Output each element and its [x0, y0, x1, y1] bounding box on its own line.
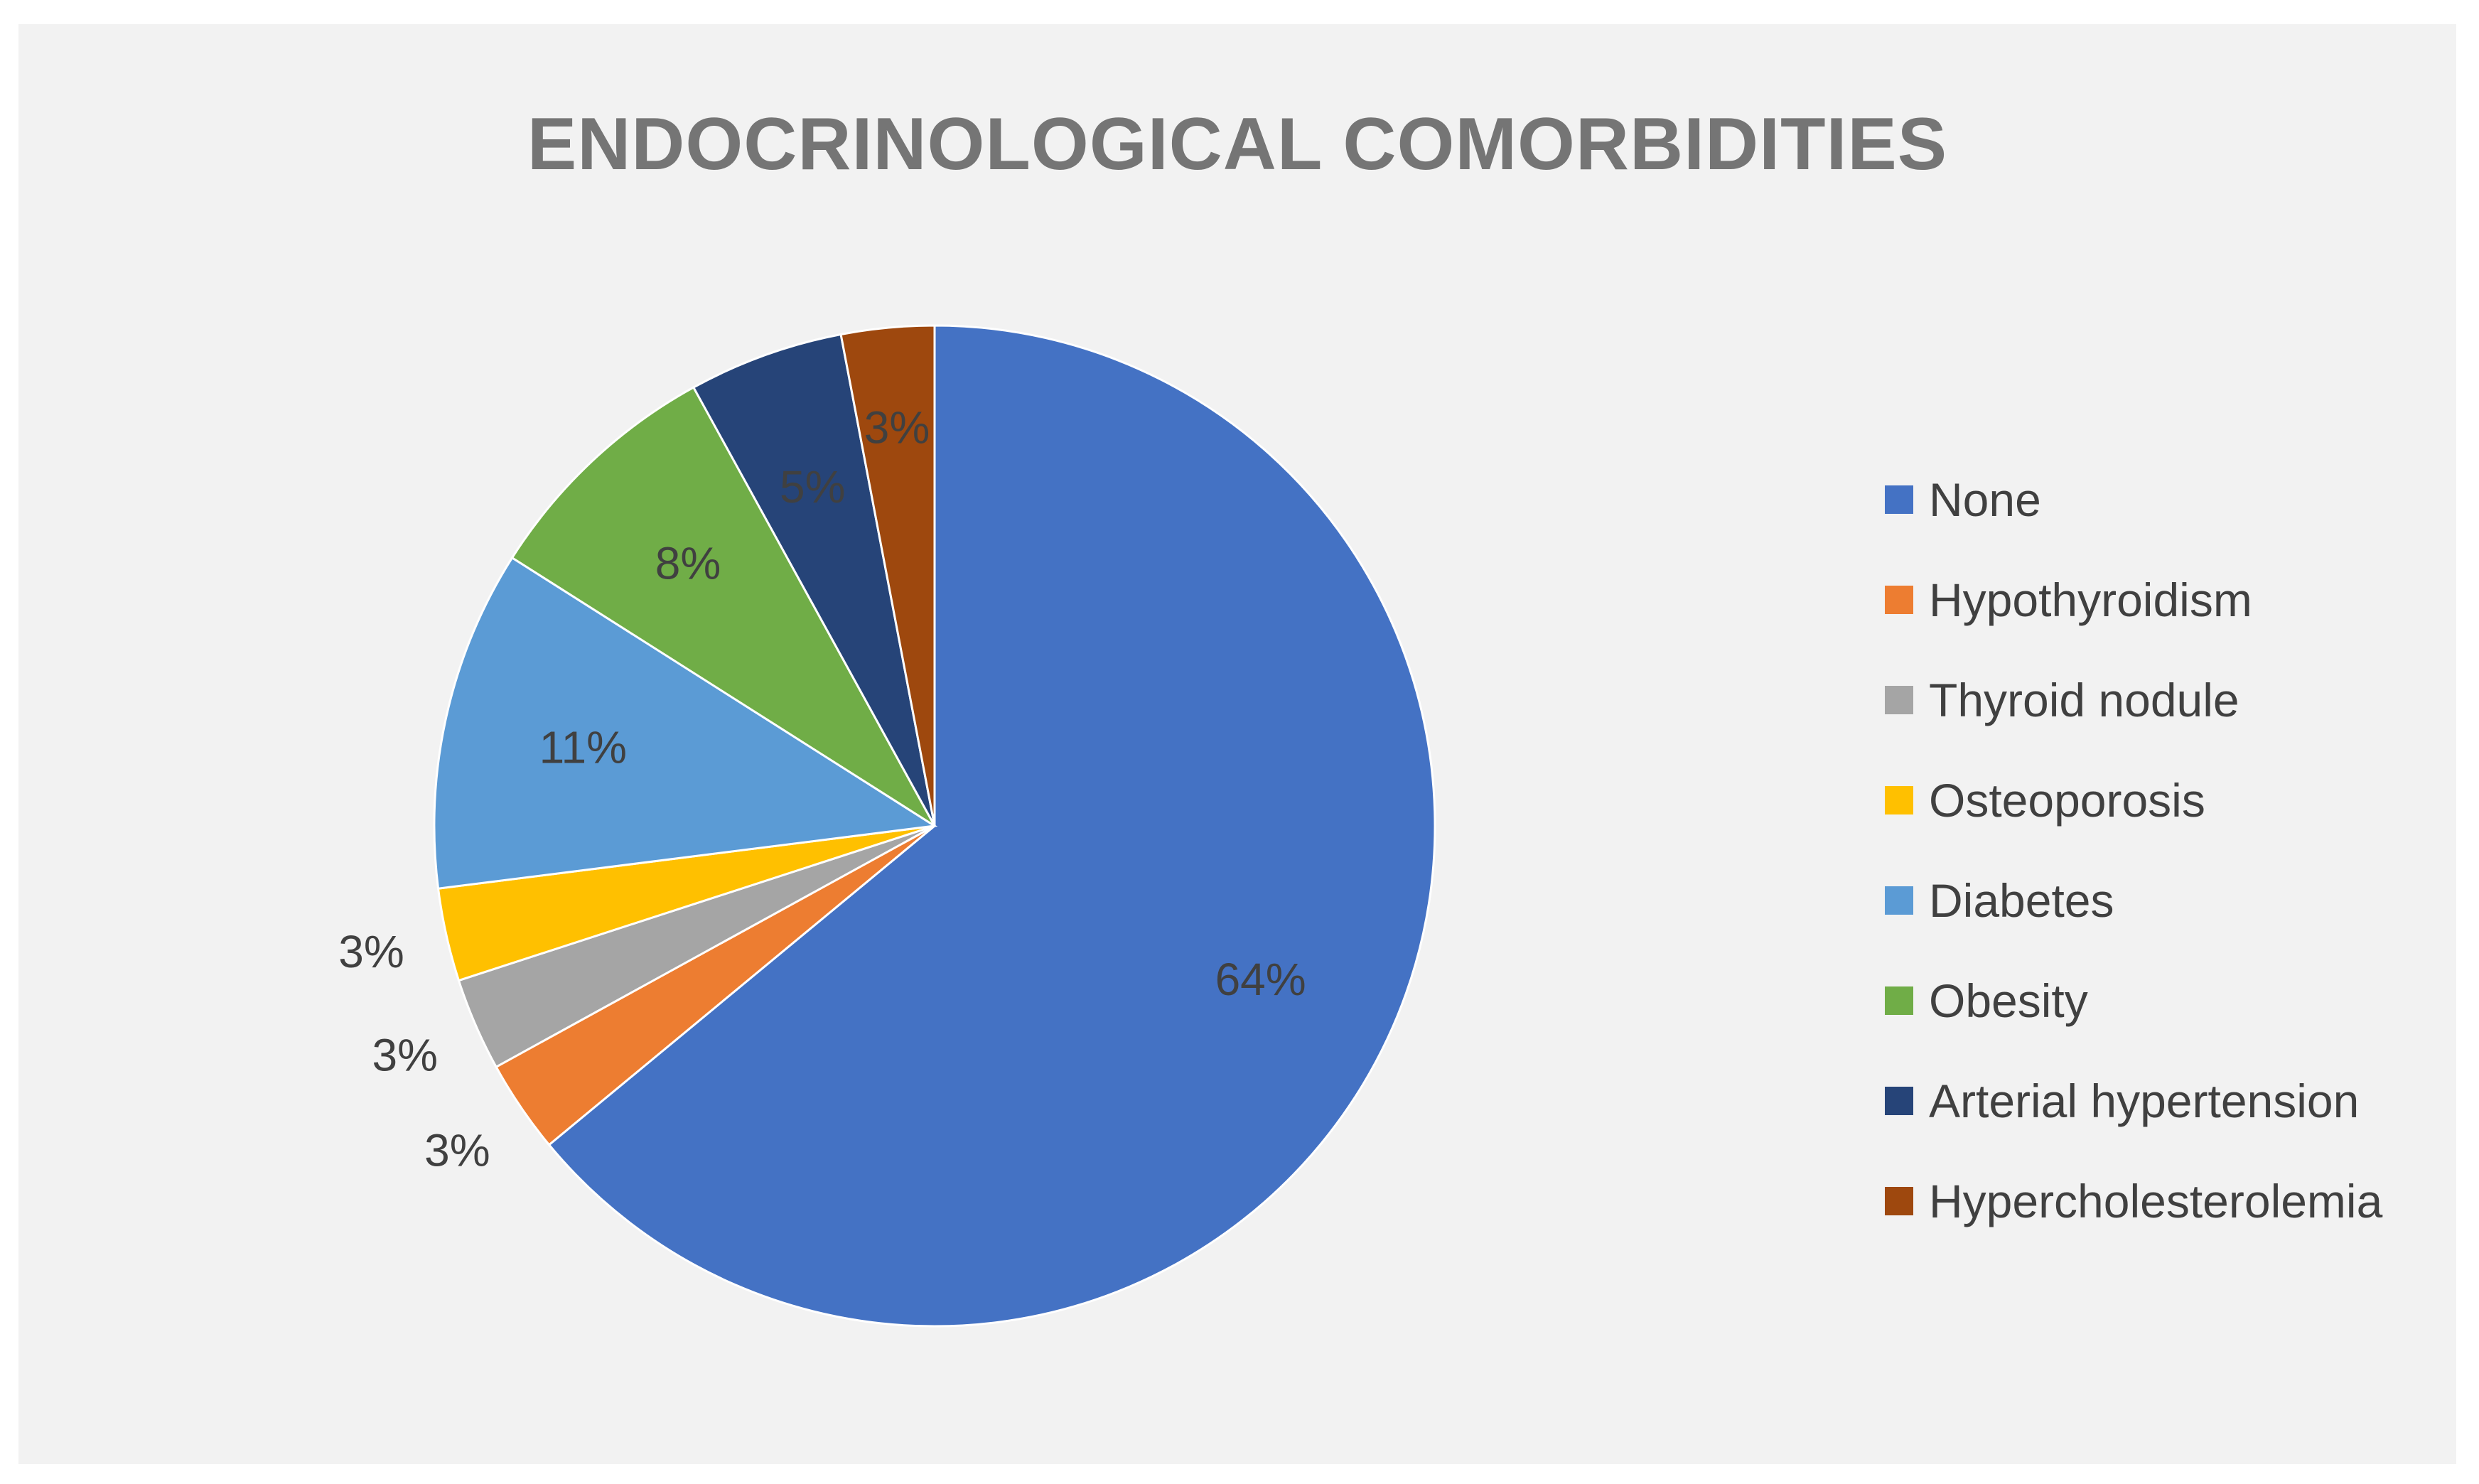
legend-item-none: None [1885, 449, 2382, 549]
legend-swatch [1885, 785, 1913, 814]
legend-label: Arterial hypertension [1929, 1074, 2360, 1127]
legend-label: None [1929, 473, 2041, 526]
data-label-diabetes: 11% [539, 721, 627, 773]
legend-item-thyroid-nodule: Thyroid nodule [1885, 650, 2382, 750]
data-label-osteoporosis: 3% [338, 926, 404, 977]
pie-slice-none [547, 324, 1436, 1328]
legend-label: Thyroid nodule [1929, 673, 2239, 726]
pie-slice-diabetes [433, 556, 938, 890]
legend-label: Obesity [1929, 974, 2088, 1027]
legend: None Hypothyroidism Thyroid nodule Osteopor… [1885, 449, 2382, 1251]
pie-slice-obesity [510, 386, 936, 827]
legend-swatch [1885, 1186, 1913, 1215]
legend-swatch [1885, 886, 1913, 915]
data-label-obesity: 8% [655, 538, 721, 589]
legend-swatch [1885, 1086, 1913, 1115]
legend-label: Hypercholesterolemia [1929, 1174, 2383, 1227]
legend-swatch [1885, 986, 1913, 1015]
data-label-none: 64% [1215, 954, 1306, 1005]
legend-label: Diabetes [1929, 873, 2114, 927]
data-label-hypothyroidism: 3% [424, 1124, 490, 1176]
legend-swatch [1885, 585, 1913, 614]
legend-label: Osteoporosis [1929, 773, 2205, 827]
legend-item-obesity: Obesity [1885, 950, 2382, 1050]
legend-item-hypercholesterolemia: Hypercholesterolemia [1885, 1151, 2382, 1251]
legend-item-hypothyroidism: Hypothyroidism [1885, 549, 2382, 650]
pie-slice-hypercholesterolemia [839, 324, 936, 827]
chart-title: ENDOCRINOLOGICAL COMORBIDITIES [527, 103, 1948, 186]
legend-item-arterial-hypertension: Arterial hypertension [1885, 1050, 2382, 1151]
chart-area: ENDOCRINOLOGICAL COMORBIDITIES 64% 3% 3% 3%… [18, 24, 2456, 1464]
legend-label: Hypothyroidism [1929, 573, 2252, 626]
legend-item-osteoporosis: Osteoporosis [1885, 750, 2382, 850]
data-label-hypercholesterolemia: 3% [864, 402, 930, 453]
pie-slice-arterial-hypertension [692, 333, 936, 827]
data-label-arterial-hypertension: 5% [780, 461, 846, 512]
legend-swatch [1885, 685, 1913, 714]
legend-item-diabetes: Diabetes [1885, 850, 2382, 950]
legend-swatch [1885, 485, 1913, 514]
data-label-thyroid-nodule: 3% [372, 1029, 439, 1080]
pie-chart: 64% 3% 3% 3% 11% 8% 5% 3% [338, 324, 1436, 1328]
